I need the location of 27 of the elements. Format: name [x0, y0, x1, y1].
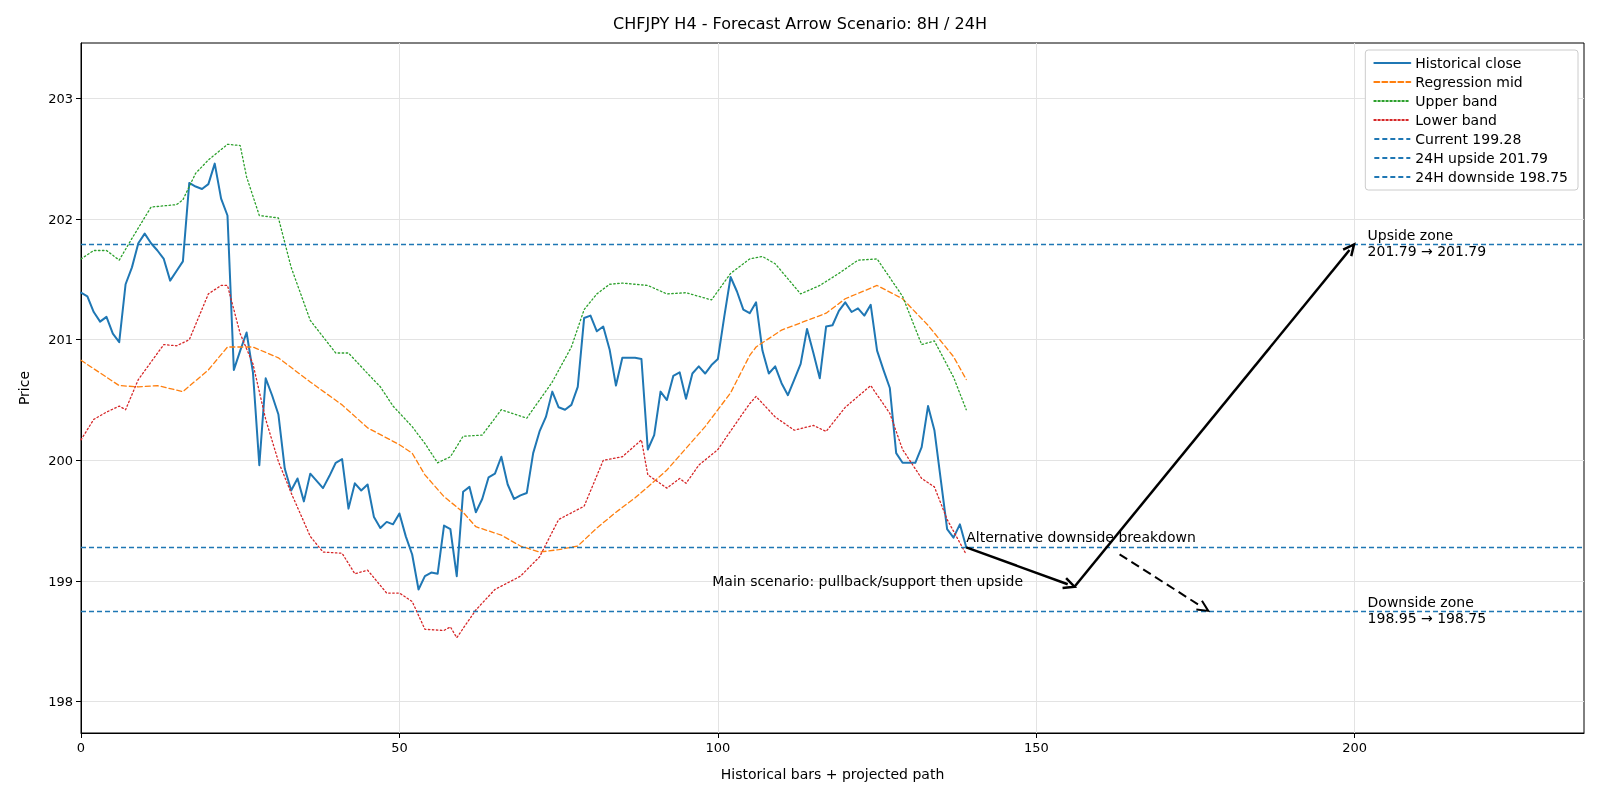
legend-label: Upper band — [1415, 93, 1498, 109]
y-tick-label: 199 — [48, 573, 73, 589]
y-axis-title: Price — [16, 370, 32, 406]
legend-label: 24H upside 201.79 — [1415, 150, 1548, 166]
x-tick-label: 100 — [705, 740, 731, 755]
legend-label: 24H downside 198.75 — [1415, 169, 1568, 185]
annotation: Main scenario: pullback/support then upside — [712, 573, 1024, 590]
y-tick-label: 201 — [48, 332, 73, 348]
legend-label: Current 199.28 — [1415, 131, 1522, 147]
chart-title: CHFJPY H4 - Forecast Arrow Scenario: 8H / 24H — [613, 13, 987, 33]
legend-label: Historical close — [1415, 55, 1522, 71]
x-tick-label: 150 — [1023, 740, 1049, 755]
y-tick-label: 198 — [48, 694, 73, 710]
annotation: Alternative downside breakdown — [966, 529, 1196, 546]
y-tick-label: 202 — [48, 211, 73, 227]
legend-label: Regression mid — [1415, 74, 1523, 90]
line-series — [80, 143, 967, 464]
annotation: Downside zone 198.95 → 198.75 — [1367, 594, 1487, 627]
x-tick-label: 0 — [76, 740, 86, 755]
x-tick-label: 50 — [391, 740, 408, 755]
legend-label: Lower band — [1415, 112, 1497, 128]
y-tick-label: 203 — [48, 90, 73, 106]
y-tick-label: 200 — [48, 452, 73, 468]
x-axis-title: Historical bars + projected path — [720, 766, 945, 782]
annotation: Upside zone 201.79 → 201.79 — [1367, 227, 1487, 260]
x-tick-label: 200 — [1342, 740, 1368, 755]
line-series — [80, 284, 967, 553]
